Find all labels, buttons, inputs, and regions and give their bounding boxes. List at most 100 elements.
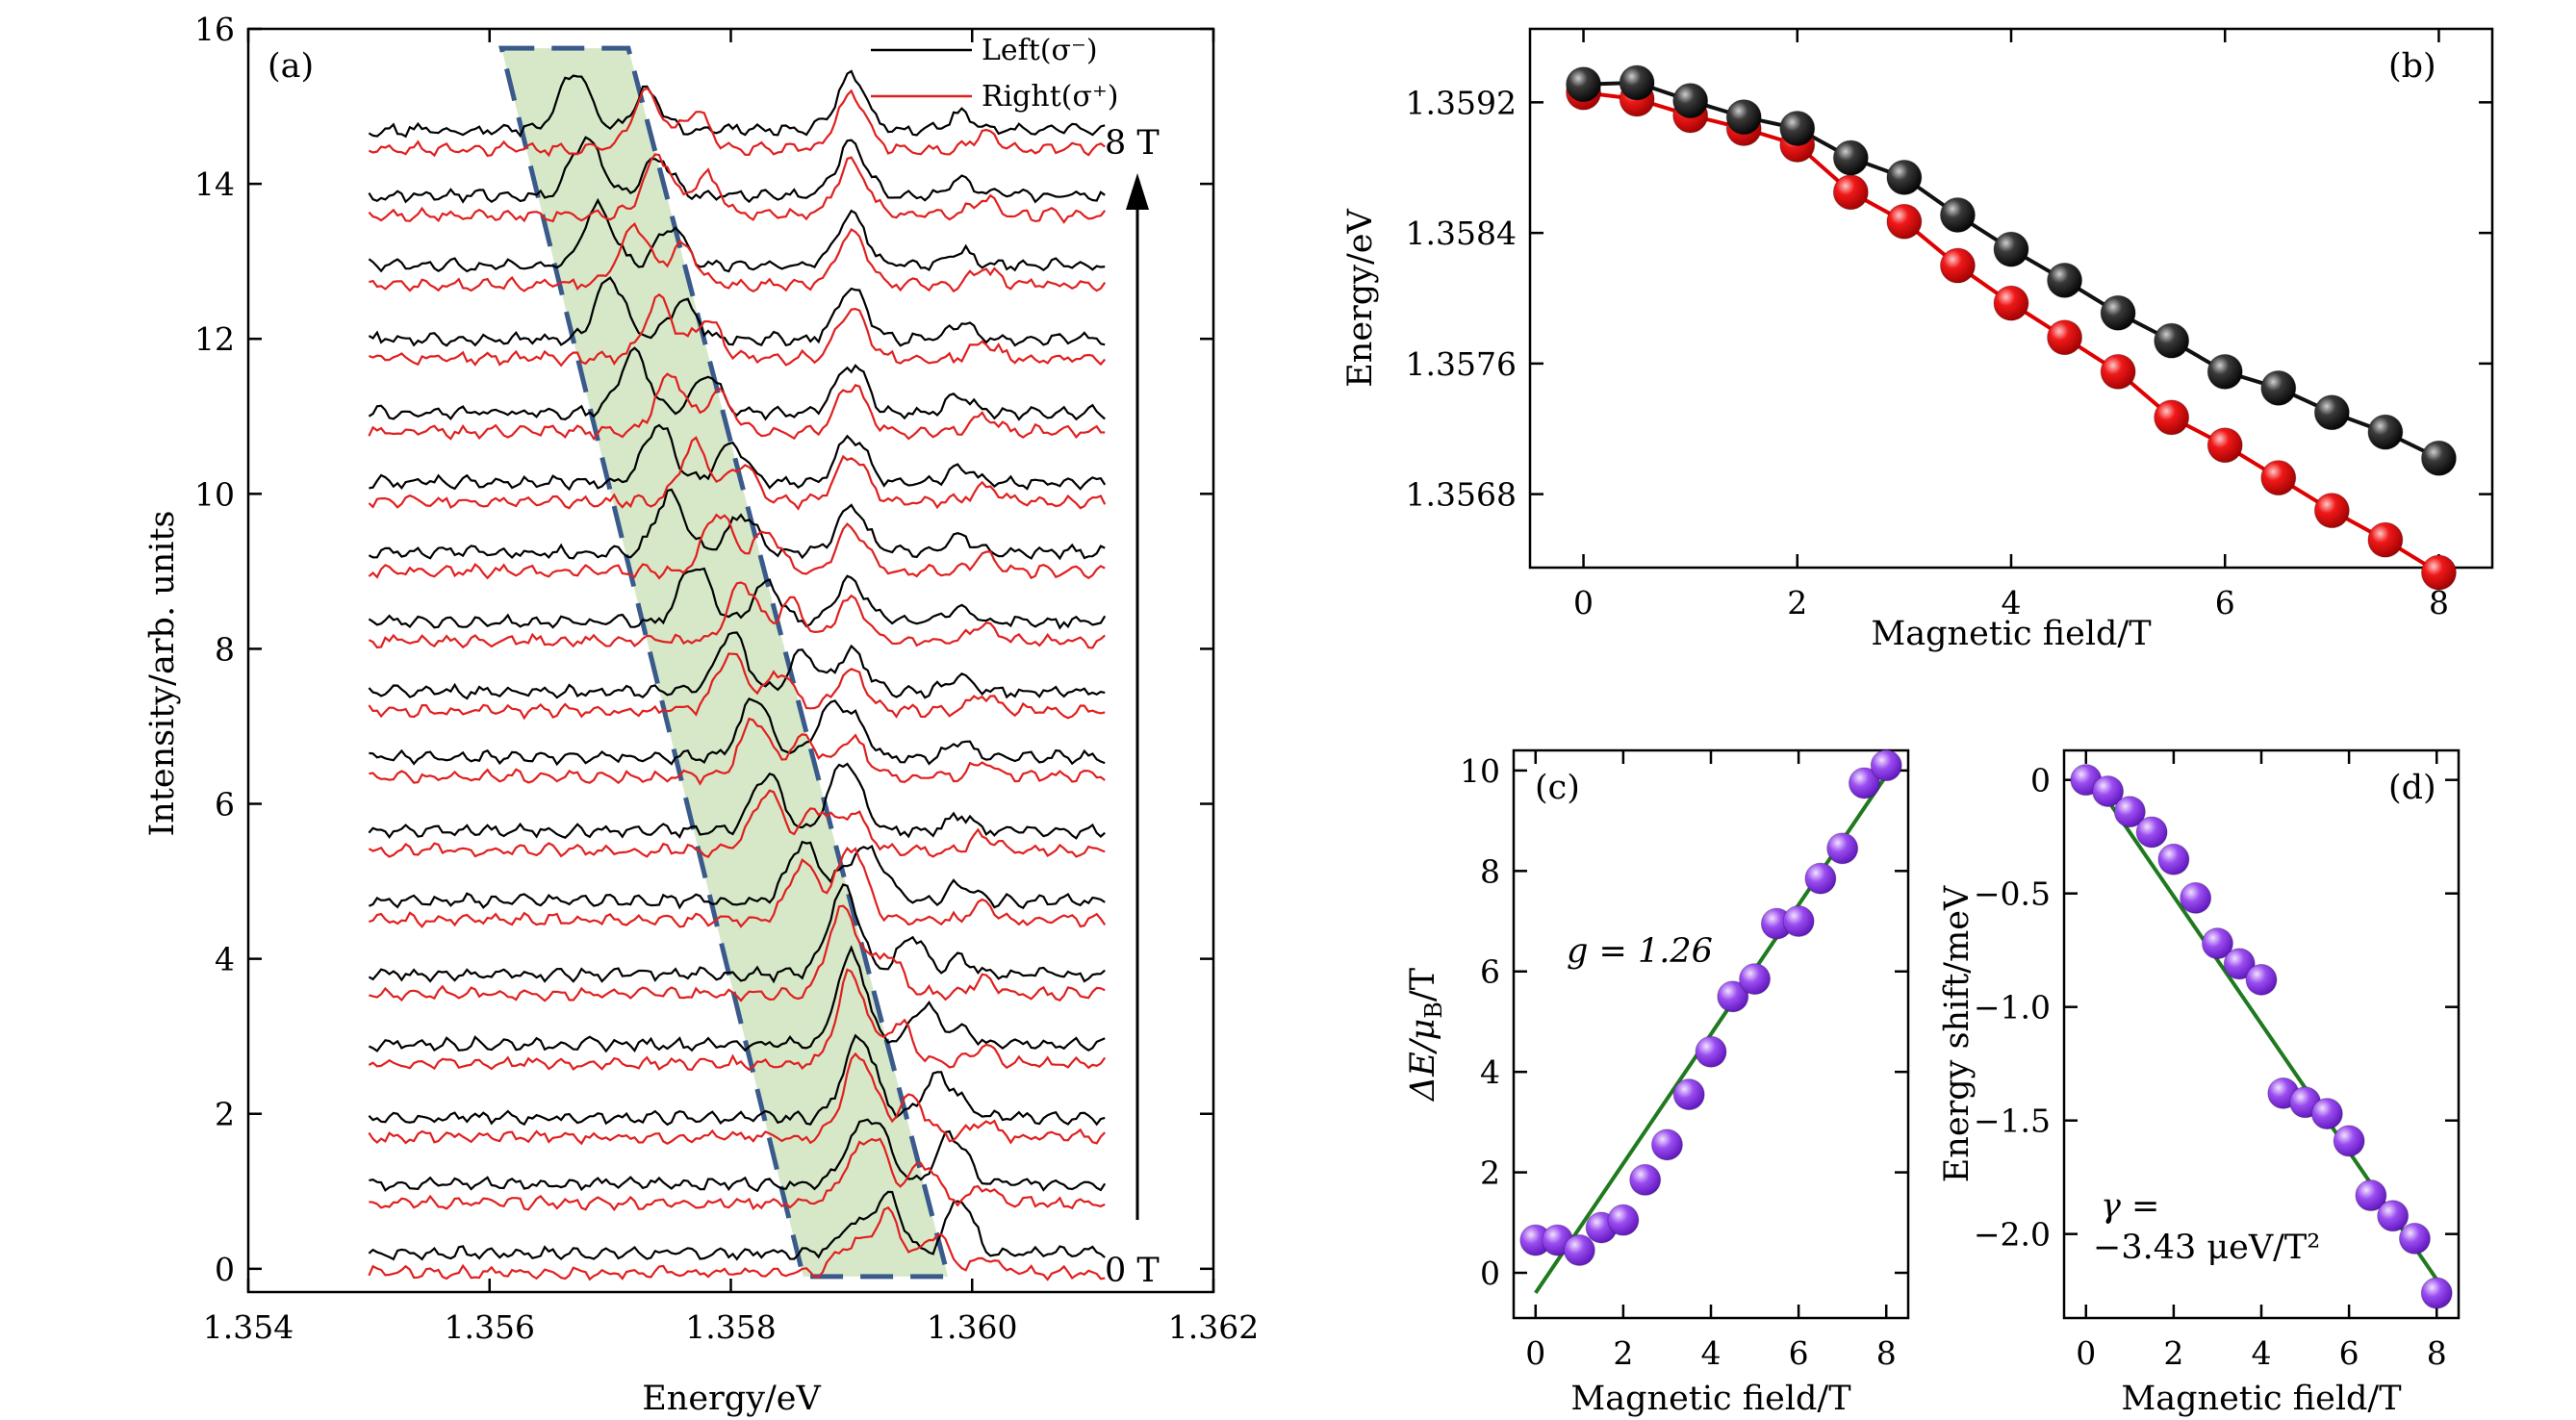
panel-b-point-right: [2206, 427, 2243, 464]
legend-right-label: Right(σ⁺): [982, 80, 1119, 114]
panel-d-ytick-label: −2.0: [1974, 1216, 2051, 1254]
panel-b-ticks: 0 2 4 6 8 1.3568 1.3576 1.3584 1.3592: [1406, 29, 2492, 621]
panel-d-ytick-label: −1.5: [1974, 1103, 2051, 1140]
spectrum-right-3T: [368, 789, 1106, 858]
panel-b-ytick-label: 1.3592: [1406, 84, 1517, 121]
panel-d-point: [2377, 1200, 2410, 1232]
panel-b-point-left: [1886, 159, 1923, 195]
panel-b-xtick-label: 2: [1787, 584, 1807, 621]
panel-c-point: [1629, 1163, 1662, 1196]
panel-c-xtick-label: 0: [1525, 1334, 1545, 1372]
panel-b-point-left: [1725, 99, 1762, 136]
spectrum-right-1T: [368, 1052, 1106, 1146]
panel-c-point: [1672, 1078, 1705, 1111]
spectrum-right-4T: [368, 652, 1106, 721]
panel-c-ytick-label: 0: [1480, 1255, 1500, 1292]
spectrum-right-7.5T: [368, 153, 1107, 224]
panel-b-point-left: [2367, 414, 2404, 450]
panel-a-xtick-label: 1.360: [927, 1308, 1017, 1346]
panel-d-point: [2201, 927, 2233, 960]
panel-c-xlabel: Magnetic field/T: [1570, 1380, 1850, 1418]
spectrum-right-3.5T: [369, 717, 1106, 786]
panel-b-xtick-label: 4: [2002, 584, 2022, 621]
panel-a-xtick-label: 1.354: [203, 1308, 293, 1346]
panel-d-point: [2310, 1098, 2343, 1130]
panel-d-xtick-label: 8: [2427, 1334, 2447, 1372]
spectrum-right-8T: [368, 87, 1106, 158]
panel-b-label: (b): [2388, 47, 2436, 86]
panel-b-ytick-label: 1.3568: [1406, 476, 1517, 514]
panel-b-point-right: [1939, 247, 1976, 284]
spectrum-left-0T: [368, 1190, 1106, 1261]
panel-b-series: [1566, 64, 2457, 591]
panel-c-point: [1848, 767, 1880, 799]
panel-d-point: [2245, 963, 2278, 996]
panel-b-point-left: [1832, 139, 1869, 176]
panel-a-ytick-label: 4: [215, 941, 235, 978]
panel-a-ytick-label: 0: [215, 1251, 235, 1288]
panel-d-ticks: 0 2 4 6 8 0 −0.5 −1.0 −1.5 −2.0: [1974, 750, 2459, 1372]
panel-a-ylabel: Intensity/arb. units: [143, 510, 182, 836]
panel-c-ytick-label: 2: [1480, 1154, 1500, 1192]
panel-b-point-right: [2047, 319, 2083, 356]
spectrum-left-5T: [368, 488, 1106, 561]
panel-b-line-left: [1583, 80, 2440, 461]
panel-c-point: [1717, 980, 1749, 1013]
panel-d-point: [2135, 816, 2168, 849]
panel-b-point-right: [2420, 554, 2457, 591]
legend-left-label: Left(σ⁻): [982, 34, 1098, 67]
panel-b-point-left: [2047, 262, 2083, 298]
panel-d-point: [2223, 948, 2256, 980]
spectrum-left-4T: [368, 631, 1106, 700]
panel-a: 1.354 1.356 1.358 1.360 1.362 0 2 4 6 8 10 12 14 16 (…: [143, 11, 1259, 1418]
panel-d-xtick-label: 6: [2339, 1334, 2359, 1372]
panel-b-point-left: [1779, 111, 1816, 147]
spectrum-right-4.5T: [368, 581, 1106, 649]
panel-d-points: [2070, 764, 2453, 1309]
panel-d-point: [2355, 1179, 2387, 1212]
spectrum-right-6.5T: [369, 292, 1107, 368]
panel-d-xtick-label: 0: [2076, 1334, 2096, 1372]
panel-d-point: [2180, 881, 2212, 914]
spectrum-left-1.5T: [368, 945, 1106, 1053]
panel-d-ytick-label: −1.0: [1974, 989, 2051, 1027]
panel-d-annotation-line2: −3.43 μeV/T²: [2093, 1229, 2320, 1267]
spectrum-left-3.5T: [369, 697, 1106, 767]
panel-a-ticks: 1.354 1.356 1.358 1.360 1.362 0 2 4 6 8 10 12 14 16: [194, 11, 1259, 1346]
panel-b-point-right: [1832, 174, 1869, 211]
panel-b-point-left: [2206, 353, 2243, 390]
panel-c-ylabel: ΔE/μB/T: [1404, 968, 1447, 1103]
panel-b-point-left: [2313, 394, 2350, 431]
panel-d-point: [2420, 1277, 2453, 1309]
spectrum-left-3T: [368, 762, 1106, 840]
panel-d-ylabel: Energy shift/meV: [1938, 885, 1977, 1182]
panel-c-ytick-label: 6: [1480, 953, 1500, 991]
spectrum-right-0.5T: [369, 1137, 1106, 1212]
spectrum-left-0.5T: [369, 1118, 1107, 1193]
panel-c-xtick-label: 6: [1789, 1334, 1809, 1372]
panel-b-line-right: [1583, 90, 2440, 574]
panel-b-ytick-label: 1.3584: [1406, 215, 1517, 252]
field-label-bottom: 0 T: [1105, 1252, 1160, 1290]
panel-d-point: [2398, 1222, 2431, 1255]
panel-d-point: [2113, 796, 2146, 828]
panel-d-label: (d): [2388, 769, 2436, 807]
panel-b-point-left: [2420, 440, 2457, 476]
panel-a-ytick-label: 8: [215, 630, 235, 668]
panel-a-ytick-label: 10: [194, 475, 235, 513]
panel-c-point: [1607, 1204, 1640, 1236]
panel-b-point-right: [2260, 460, 2297, 496]
panel-b-xtick-label: 6: [2215, 584, 2235, 621]
panel-b-point-right: [2100, 353, 2136, 390]
panel-c-point: [1804, 862, 1837, 895]
panel-b-xtick-label: 0: [1573, 584, 1594, 621]
spectrum-right-5.5T: [368, 436, 1107, 511]
spectrum-left-6.5T: [368, 276, 1106, 347]
panel-d-annotation-line1: γ =: [2101, 1187, 2159, 1226]
panel-d: 0 2 4 6 8 0 −0.5 −1.0 −1.5 −2.0 (d) γ = −3.43 μeV…: [1938, 748, 2461, 1418]
panel-b-point-left: [2100, 294, 2136, 331]
spectrum-right-5T: [368, 513, 1106, 580]
panel-c-xtick-label: 4: [1701, 1334, 1722, 1372]
panel-b-ylabel: Energy/eV: [1341, 209, 1380, 388]
panel-c: 0 2 4 6 8 0 2 4 6 8 10 (c) g = 1.26 Magnetic field…: [1404, 748, 1910, 1418]
